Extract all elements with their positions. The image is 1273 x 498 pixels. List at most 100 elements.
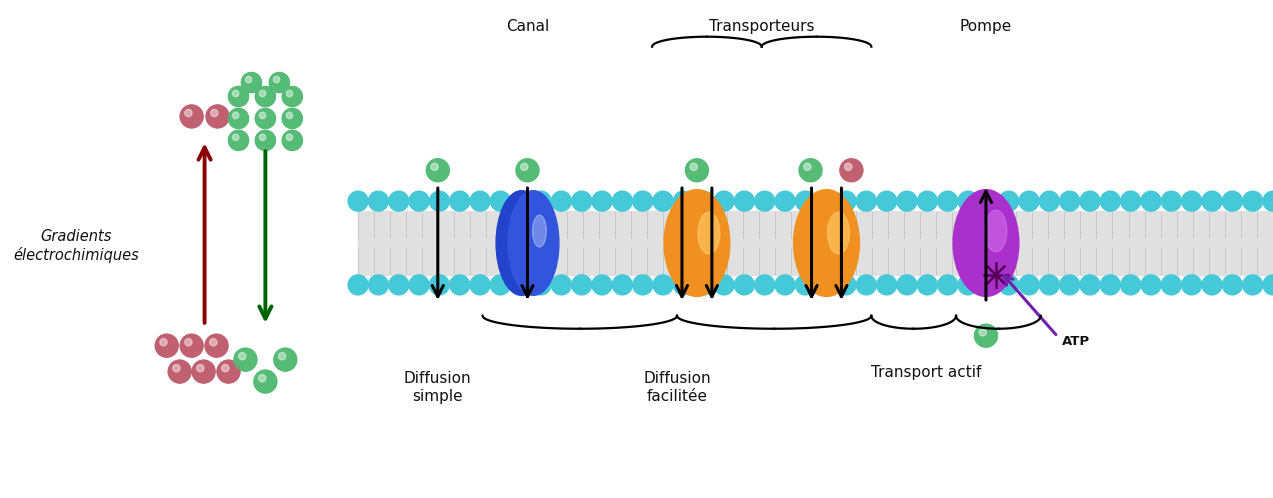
- Circle shape: [1120, 191, 1141, 211]
- Circle shape: [1242, 191, 1263, 211]
- Circle shape: [979, 191, 998, 211]
- Circle shape: [173, 365, 179, 372]
- Circle shape: [449, 275, 470, 295]
- Circle shape: [1202, 275, 1222, 295]
- Circle shape: [368, 275, 388, 295]
- Circle shape: [938, 191, 957, 211]
- Circle shape: [1202, 191, 1222, 211]
- Circle shape: [516, 159, 538, 182]
- Circle shape: [260, 90, 266, 97]
- Circle shape: [449, 191, 470, 211]
- Circle shape: [836, 191, 855, 211]
- Ellipse shape: [665, 190, 729, 296]
- Text: Canal: Canal: [505, 19, 549, 34]
- Text: ATP: ATP: [1062, 335, 1090, 348]
- Circle shape: [388, 275, 409, 295]
- Circle shape: [490, 275, 510, 295]
- Ellipse shape: [698, 212, 719, 254]
- Text: Diffusion
facilitée: Diffusion facilitée: [643, 372, 710, 404]
- Ellipse shape: [508, 191, 559, 295]
- Circle shape: [1100, 275, 1120, 295]
- Circle shape: [673, 275, 694, 295]
- Circle shape: [228, 130, 248, 150]
- Circle shape: [490, 191, 510, 211]
- Ellipse shape: [985, 210, 1007, 252]
- Circle shape: [1059, 275, 1080, 295]
- Circle shape: [857, 275, 876, 295]
- Circle shape: [877, 275, 896, 295]
- Circle shape: [1263, 275, 1273, 295]
- Text: Diffusion
simple: Diffusion simple: [404, 372, 471, 404]
- Circle shape: [155, 334, 178, 357]
- Circle shape: [735, 275, 755, 295]
- Text: Transporteurs: Transporteurs: [709, 19, 815, 34]
- Circle shape: [233, 134, 239, 140]
- Circle shape: [999, 275, 1018, 295]
- Circle shape: [216, 360, 241, 383]
- Circle shape: [256, 109, 275, 128]
- Circle shape: [938, 275, 957, 295]
- Circle shape: [775, 275, 796, 295]
- Circle shape: [531, 275, 551, 295]
- Circle shape: [694, 191, 714, 211]
- Circle shape: [975, 324, 998, 347]
- Circle shape: [714, 275, 735, 295]
- Circle shape: [258, 374, 266, 382]
- Ellipse shape: [953, 190, 1018, 296]
- Circle shape: [816, 275, 835, 295]
- Circle shape: [409, 191, 429, 211]
- Circle shape: [918, 191, 937, 211]
- Circle shape: [205, 334, 228, 357]
- Text: Gradients
électrochimiques: Gradients électrochimiques: [13, 229, 139, 263]
- Circle shape: [270, 73, 289, 93]
- Circle shape: [714, 191, 735, 211]
- Circle shape: [246, 76, 252, 83]
- Circle shape: [897, 191, 917, 211]
- Circle shape: [279, 353, 285, 360]
- Circle shape: [283, 130, 303, 150]
- Circle shape: [234, 348, 257, 371]
- Circle shape: [1263, 191, 1273, 211]
- Circle shape: [551, 275, 572, 295]
- Circle shape: [368, 191, 388, 211]
- Circle shape: [348, 191, 368, 211]
- Circle shape: [877, 191, 896, 211]
- Circle shape: [653, 191, 673, 211]
- Circle shape: [633, 275, 653, 295]
- Circle shape: [429, 275, 449, 295]
- Circle shape: [470, 275, 490, 295]
- Circle shape: [253, 370, 276, 393]
- Circle shape: [592, 191, 612, 211]
- Circle shape: [160, 339, 167, 346]
- Circle shape: [796, 191, 815, 211]
- Circle shape: [228, 109, 248, 128]
- Circle shape: [816, 191, 835, 211]
- Circle shape: [192, 360, 215, 383]
- Circle shape: [897, 275, 917, 295]
- Circle shape: [653, 275, 673, 295]
- Circle shape: [959, 191, 978, 211]
- Circle shape: [233, 112, 239, 119]
- Circle shape: [286, 112, 293, 119]
- Circle shape: [256, 87, 275, 107]
- Circle shape: [1222, 191, 1242, 211]
- Text: Transport actif: Transport actif: [871, 365, 981, 380]
- Circle shape: [283, 109, 303, 128]
- Circle shape: [1242, 275, 1263, 295]
- Circle shape: [796, 275, 815, 295]
- Circle shape: [286, 90, 293, 97]
- Circle shape: [409, 275, 429, 295]
- Circle shape: [228, 87, 248, 107]
- Circle shape: [242, 73, 261, 93]
- Circle shape: [1161, 275, 1181, 295]
- Circle shape: [521, 163, 528, 170]
- Circle shape: [510, 275, 531, 295]
- Circle shape: [206, 105, 229, 128]
- Circle shape: [999, 191, 1018, 211]
- Circle shape: [432, 163, 438, 170]
- Circle shape: [803, 163, 811, 170]
- Circle shape: [470, 191, 490, 211]
- Circle shape: [735, 191, 755, 211]
- Circle shape: [612, 275, 633, 295]
- Circle shape: [510, 191, 531, 211]
